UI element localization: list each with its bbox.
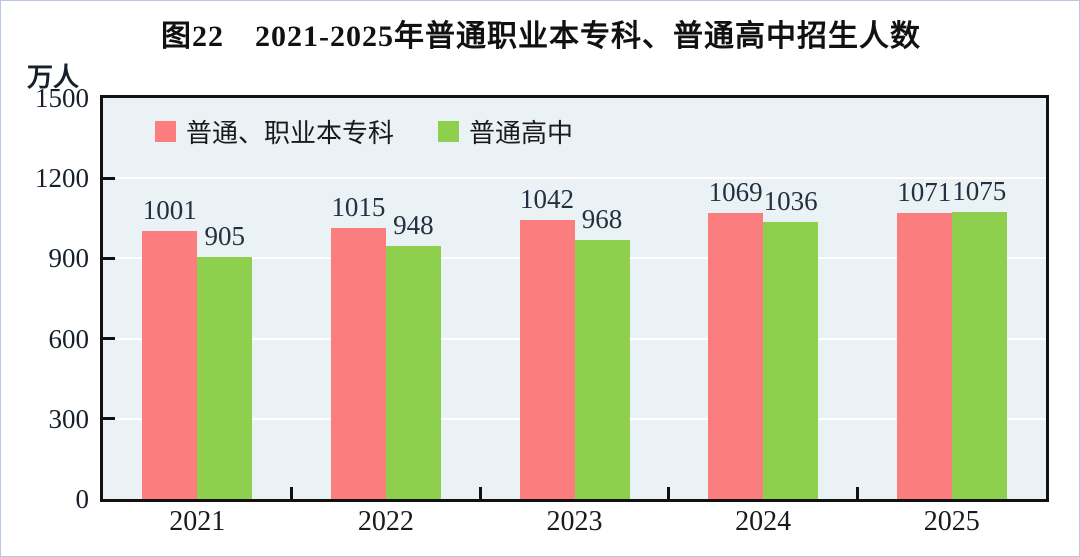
y-tick-900 — [103, 256, 115, 260]
bar-2024-series1 — [763, 222, 819, 499]
legend-swatch-icon — [438, 121, 460, 142]
bar-value-label: 1015 — [331, 191, 386, 222]
bar-value-label: 1042 — [520, 184, 574, 215]
y-tick-300 — [103, 417, 115, 421]
bar-value-label: 905 — [204, 221, 246, 252]
chart-legend: 普通、职业本专科 普通高中 — [155, 113, 573, 150]
chart-title: 图22 2021-2025年普通职业本专科、普通高中招生人数 — [161, 20, 921, 53]
x-axis-label-2024: 2024 — [735, 506, 792, 537]
bar-2021-series1 — [197, 257, 253, 499]
legend-swatch-icon — [155, 121, 176, 142]
x-tick-4 — [855, 487, 859, 499]
bar-2022-series0 — [330, 227, 386, 499]
bar-2023-series0 — [519, 220, 575, 499]
legend-item-1: 普通高中 — [438, 113, 573, 150]
bar-2025-series0 — [896, 212, 952, 499]
y-axis-label-0: 0 — [75, 484, 90, 514]
legend-label: 普通、职业本专科 — [186, 119, 395, 148]
bar-value-label: 1075 — [952, 175, 1007, 206]
bar-2024-series0 — [708, 213, 764, 499]
bar-value-label: 1036 — [763, 186, 818, 217]
bar-value-label: 948 — [393, 209, 434, 240]
y-axis-label-600: 600 — [48, 323, 90, 354]
y-tick-1200 — [103, 176, 115, 180]
y-tick-600 — [103, 337, 115, 341]
x-tick-3 — [667, 487, 671, 499]
bar-2025-series1 — [951, 211, 1007, 499]
y-axis-label-1200: 1200 — [35, 163, 89, 194]
bar-value-label: 1069 — [708, 177, 763, 208]
legend-label: 普通高中 — [469, 119, 574, 148]
y-axis-label-900: 900 — [48, 243, 90, 274]
y-axis-label-300: 300 — [48, 403, 90, 434]
gridline-1200 — [103, 177, 1046, 180]
x-tick-2 — [478, 487, 482, 499]
bar-value-label: 1001 — [142, 195, 197, 226]
legend-item-0: 普通、职业本专科 — [155, 113, 394, 150]
x-axis-label-2025: 2025 — [923, 506, 980, 537]
y-axis-label-1500: 1500 — [35, 83, 89, 113]
bar-2022-series1 — [385, 245, 441, 499]
x-tick-1 — [290, 487, 294, 499]
bar-value-label: 968 — [581, 204, 623, 235]
x-axis-label-2022: 2022 — [357, 506, 414, 537]
bar-2021-series0 — [142, 231, 198, 499]
bar-value-label: 1071 — [897, 176, 952, 207]
bar-2023-series1 — [574, 240, 630, 499]
y-axis-unit-label: 万人 — [27, 63, 80, 92]
plot-area: 1001 905 1015 948 1042 968 1069 1036 1071 1075 普通… — [100, 95, 1049, 502]
x-axis-label-2023: 2023 — [546, 506, 603, 537]
x-axis-label-2021: 2021 — [169, 506, 226, 537]
